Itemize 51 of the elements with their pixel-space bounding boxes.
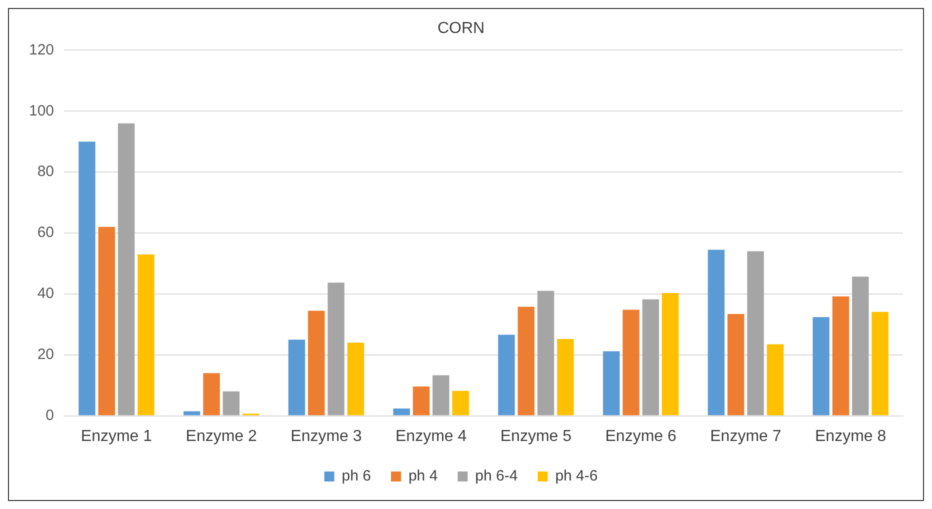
x-tick-label: Enzyme 2 xyxy=(186,428,258,445)
bar xyxy=(518,306,534,416)
y-tick-label: 40 xyxy=(37,285,54,302)
legend-label: ph 6-4 xyxy=(475,468,518,485)
x-tick-label: Enzyme 3 xyxy=(290,428,362,445)
bar xyxy=(747,251,764,416)
bar xyxy=(852,276,869,416)
bar xyxy=(412,386,430,416)
x-tick-label: Enzyme 8 xyxy=(814,428,886,445)
x-tick-label: Enzyme 4 xyxy=(396,428,467,445)
bar xyxy=(642,299,660,416)
bar xyxy=(537,290,554,416)
bar xyxy=(138,254,154,416)
y-tick-label: 100 xyxy=(28,102,54,120)
bar xyxy=(98,226,115,416)
chart-title: CORN xyxy=(437,20,485,38)
bar xyxy=(766,344,784,416)
bar xyxy=(78,142,96,416)
bar xyxy=(203,373,220,416)
bar xyxy=(602,351,620,416)
x-tick-label: Enzyme 1 xyxy=(80,428,152,445)
bar xyxy=(872,312,888,416)
bar xyxy=(393,408,410,416)
x-tick-label: Enzyme 5 xyxy=(500,428,572,445)
bar xyxy=(498,334,515,416)
y-tick-label: 60 xyxy=(37,224,54,242)
legend-label: ph 4 xyxy=(408,468,438,485)
bar xyxy=(432,375,450,416)
x-tick-label: Enzyme 7 xyxy=(710,428,782,445)
bar xyxy=(728,314,744,416)
bar xyxy=(308,310,325,416)
bar xyxy=(832,296,850,416)
bar xyxy=(288,340,306,416)
bar xyxy=(662,293,679,416)
bar xyxy=(812,317,830,416)
legend-label: ph 6 xyxy=(342,468,371,485)
bar xyxy=(452,390,469,416)
y-tick-label: 120 xyxy=(28,41,54,58)
x-tick-label: Enzyme 6 xyxy=(605,428,676,445)
bar xyxy=(118,123,135,416)
bar xyxy=(557,339,574,416)
bar xyxy=(328,282,344,416)
y-tick-label: 80 xyxy=(37,163,54,180)
bar xyxy=(347,342,364,416)
y-tick-label: 0 xyxy=(46,406,54,424)
bar xyxy=(183,411,200,416)
legend-label: ph 4-6 xyxy=(555,468,598,485)
bar xyxy=(222,391,240,416)
y-tick-label: 20 xyxy=(37,346,54,364)
bar xyxy=(622,310,640,416)
bar xyxy=(708,250,725,416)
